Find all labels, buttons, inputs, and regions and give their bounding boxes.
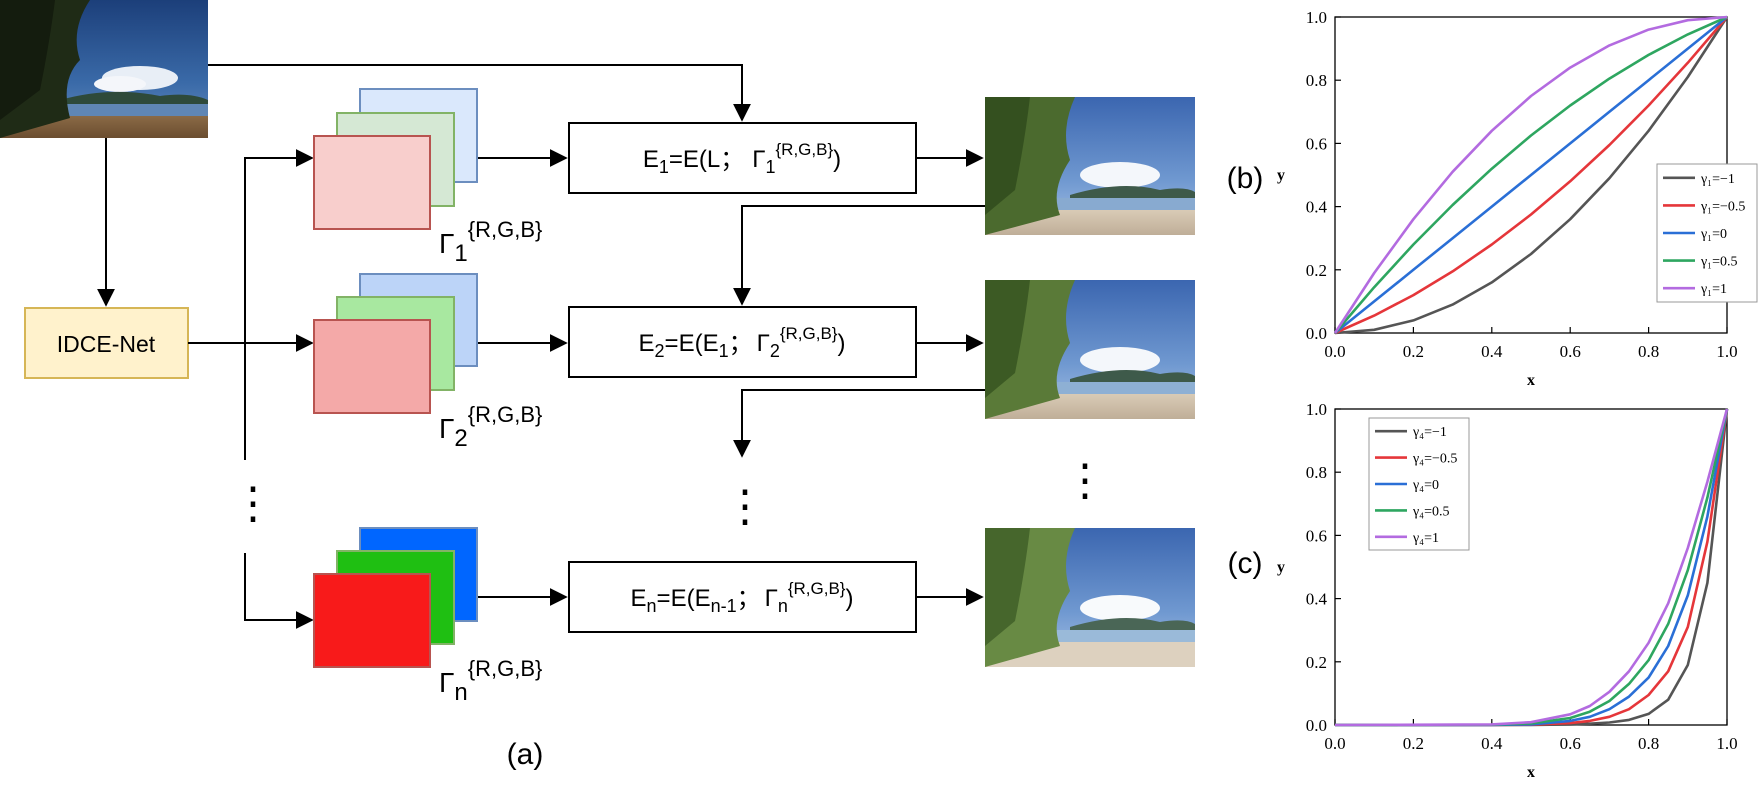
chart-c-legend-entry: γ₄=0.5	[1412, 504, 1449, 519]
chart-b: 0.0 0.2 0.4 0.6 0.8 1.0 0.0 0.2 0.4 0.6 0.8 1.0 x y γ₁…	[1277, 8, 1758, 389]
chart-b-xlabel: x	[1527, 372, 1535, 389]
chart-c-ytick-label: 0.6	[1306, 526, 1327, 545]
gamma2-red-channel	[313, 319, 431, 414]
input-photo	[0, 0, 208, 138]
gamma-stack-2	[313, 273, 478, 414]
chart-c-legend-entry: γ₄=0	[1412, 478, 1439, 493]
chart-c-ytick-label: 0.4	[1306, 590, 1328, 609]
equation-n: En=E(En-1； Γn{R,G,B})	[631, 579, 854, 616]
ellipsis-photos: ⋮	[1063, 456, 1107, 505]
gamman-red-channel	[313, 573, 431, 668]
chart-b-legend-entry: γ₁=−0.5	[1700, 199, 1745, 214]
flow-arrows	[97, 64, 985, 629]
ellipsis-equations: ⋮	[723, 482, 767, 531]
chart-c-xtick-label: 0.4	[1481, 734, 1503, 753]
chart-c-ytick-label: 0.2	[1306, 653, 1327, 672]
chart-b-series-line-2	[1334, 15, 1728, 335]
chart-b-xtick-label: 0.6	[1560, 342, 1581, 361]
gamman-label: Γn{R,G,B}	[439, 656, 542, 706]
gamma1-label: Γ1{R,G,B}	[439, 217, 542, 267]
chart-c-ylabel: y	[1277, 559, 1285, 576]
enhanced-photo-1	[985, 97, 1195, 235]
panel-label-a: (a)	[507, 738, 544, 771]
chart-b-ytick-label: 0.2	[1306, 261, 1327, 280]
arrow-branch-gamman	[244, 553, 314, 629]
chart-b-ylabel: y	[1277, 167, 1285, 184]
arrow-photo1-to-eq2	[733, 205, 985, 306]
ellipsis-branch: ⋮	[231, 479, 275, 528]
chart-c-legend-entry: γ₄=1	[1412, 531, 1439, 546]
chart-b-legend-entry: γ₁=0.5	[1700, 255, 1737, 270]
chart-b-xtick-label: 0.2	[1403, 342, 1424, 361]
chart-b-series-line-1	[1334, 16, 1728, 335]
chart-b-series-line-3	[1334, 15, 1728, 334]
panel-label-b: (b)	[1227, 162, 1264, 195]
chart-b-series-line-4	[1333, 15, 1728, 334]
chart-b-legend-entry: γ₁=−1	[1700, 172, 1735, 187]
chart-b-ytick-label: 0.0	[1306, 324, 1327, 343]
chart-b-ytick-label: 0.8	[1306, 71, 1327, 90]
chart-b-legend-entry: γ₁=0	[1700, 227, 1727, 242]
gamma-stack-n	[313, 527, 478, 668]
chart-c-xtick-label: 1.0	[1716, 734, 1737, 753]
chart-b-xtick-label: 1.0	[1716, 342, 1737, 361]
chart-c-ytick-label: 1.0	[1306, 400, 1327, 419]
chart-c-xlabel: x	[1527, 764, 1535, 781]
chart-b-xtick-label: 0.0	[1324, 342, 1345, 361]
enhanced-photo-n	[985, 528, 1195, 667]
chart-b-ytick-label: 0.6	[1306, 134, 1327, 153]
chart-c-ytick-label: 0.0	[1306, 716, 1327, 735]
equation-box-2	[568, 306, 917, 378]
chart-c-ytick-label: 0.8	[1306, 463, 1327, 482]
chart-b-ytick-label: 0.4	[1306, 198, 1328, 217]
arrow-photo2-to-next	[733, 389, 985, 458]
gamma2-label: Γ2{R,G,B}	[439, 402, 542, 452]
chart-c-xtick-label: 0.2	[1403, 734, 1424, 753]
chart-c-xtick-label: 0.8	[1638, 734, 1659, 753]
chart-c: 0.0 0.2 0.4 0.6 0.8 1.0 0.0 0.2 0.4 0.6 0.8 1.0 x y γ₄…	[1277, 400, 1738, 781]
chart-b-series-line-0	[1334, 16, 1729, 335]
chart-c-xtick-label: 0.6	[1560, 734, 1581, 753]
gamma1-red-channel	[313, 135, 431, 230]
equation-1: E1=E(L； Γ1{R,G,B})	[643, 140, 841, 177]
chart-b-ytick-label: 1.0	[1306, 8, 1327, 27]
equation-box-n	[568, 561, 917, 633]
chart-b-xtick-label: 0.4	[1481, 342, 1503, 361]
chart-b-legend-entry: γ₁=1	[1700, 282, 1727, 297]
gamma-stack-1	[313, 88, 478, 230]
enhanced-photo-2	[985, 280, 1195, 419]
arrow-branch-gamma1	[244, 149, 314, 460]
chart-c-legend-entry: γ₄=−1	[1412, 425, 1447, 440]
chart-b-xtick-label: 0.8	[1638, 342, 1659, 361]
equation-2: E2=E(E1； Γ2{R,G,B})	[639, 324, 846, 361]
chart-c-xtick-label: 0.0	[1324, 734, 1345, 753]
chart-c-legend-entry: γ₄=−0.5	[1412, 452, 1457, 467]
network-label: IDCE-Net	[57, 331, 156, 357]
network-box	[24, 307, 189, 379]
arrow-input-to-eq1	[208, 64, 751, 122]
equation-box-1	[568, 122, 917, 194]
panel-label-c: (c)	[1228, 547, 1263, 580]
chart-c-series-line-4	[1334, 408, 1729, 727]
